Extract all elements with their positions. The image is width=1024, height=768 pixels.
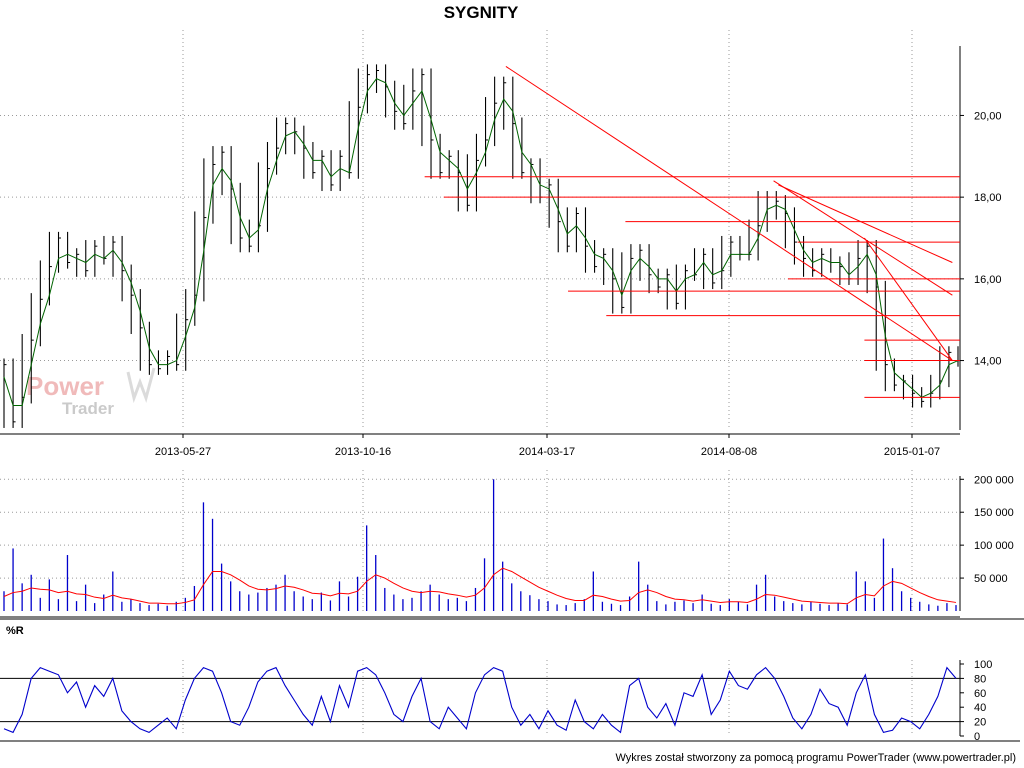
williams-r-label: %R [6, 625, 24, 637]
price-y-tick-label: 20,00 [974, 110, 1002, 122]
x-tick-label: 2014-03-17 [519, 446, 575, 458]
williams-r-panel: 0 20 40 60 80 100 [0, 618, 1024, 743]
price-panel: 2013-05-27 2013-10-16 2014-03-17 2014-08-08… [0, 30, 1002, 736]
footer-credit: Wykres został stworzony za pomocą progra… [615, 752, 1016, 764]
price-moving-average-line [3, 78, 959, 406]
williams-r-line [3, 666, 957, 734]
price-y-tick-label: 14,00 [974, 356, 1002, 368]
wr-y-tick-label: 40 [974, 702, 986, 714]
volume-y-tick-label: 100 000 [974, 540, 1014, 552]
volume-y-tick-label: 200 000 [974, 474, 1014, 486]
trend-line [505, 66, 953, 361]
price-y-tick-label: 16,00 [974, 274, 1002, 286]
x-tick-label: 2013-05-27 [155, 446, 211, 458]
volume-y-tick-label: 50 000 [974, 573, 1008, 585]
volume-y-tick-label: 150 000 [974, 507, 1014, 519]
wr-y-tick-label: 0 [974, 731, 980, 743]
logo-word-power: Power [26, 371, 104, 401]
x-tick-label: 2013-10-16 [335, 446, 391, 458]
logo-swoosh [126, 367, 156, 404]
price-y-tick-label: 18,00 [974, 192, 1002, 204]
powertrader-logo: Power Trader [26, 367, 156, 418]
volume-panel: 50 000 100 000 150 000 200 000 [0, 474, 1014, 618]
wr-y-tick-label: 60 [974, 688, 986, 700]
x-tick-label: 2015-01-07 [884, 446, 940, 458]
wr-y-tick-label: 80 [974, 673, 986, 685]
trend-line [778, 184, 953, 263]
chart-title: SYGNITY [444, 3, 519, 22]
x-tick-label: 2014-08-08 [701, 446, 757, 458]
trend-line [773, 180, 953, 296]
wr-y-tick-label: 20 [974, 717, 986, 729]
logo-word-trader: Trader [62, 399, 114, 418]
volume-average-line [3, 567, 957, 605]
wr-y-tick-label: 100 [974, 659, 992, 671]
